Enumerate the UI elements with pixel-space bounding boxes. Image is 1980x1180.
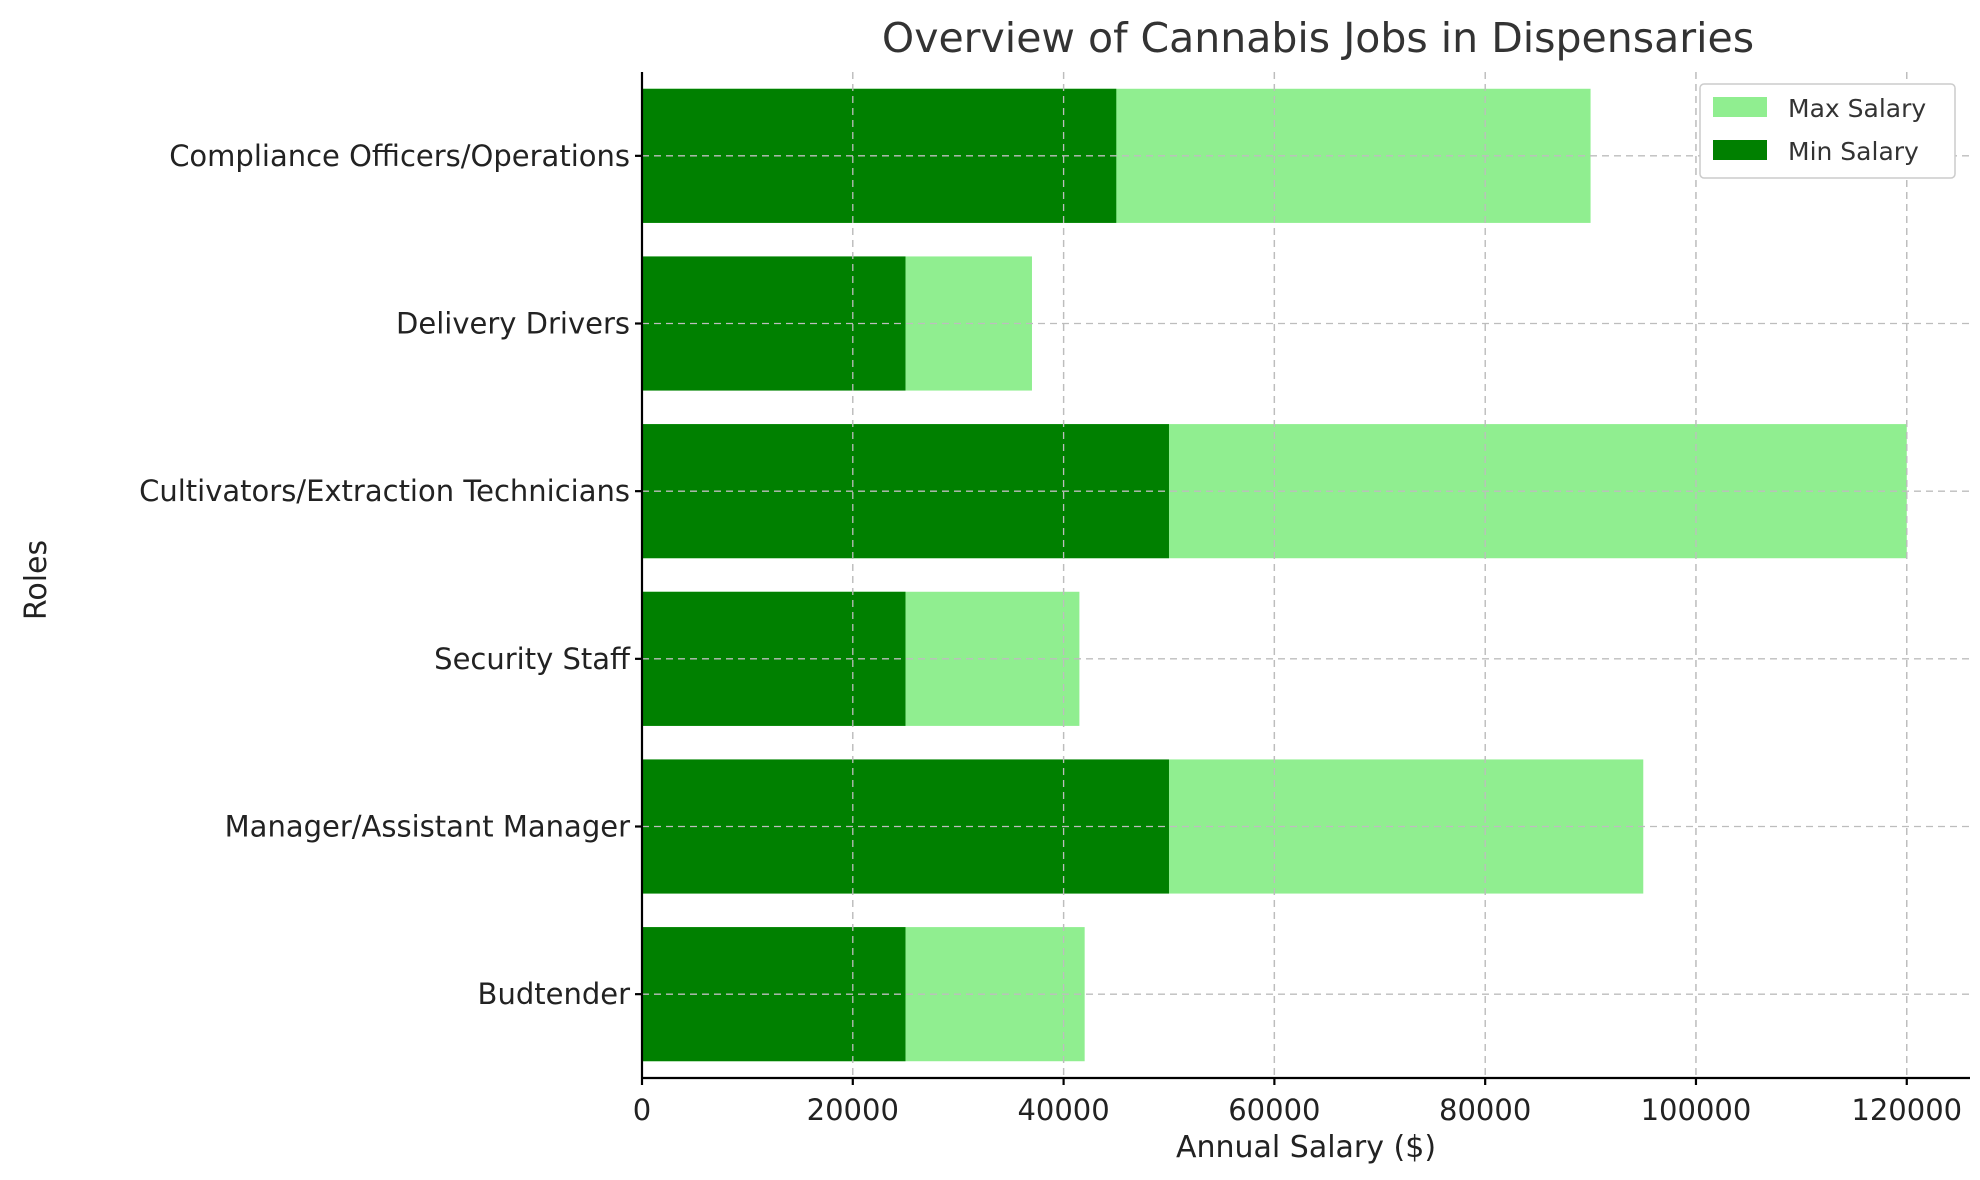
x-tick-label: 80000 [1439, 1093, 1531, 1127]
x-tick-label: 40000 [1017, 1093, 1109, 1127]
y-tick-label: Delivery Drivers [396, 307, 630, 341]
x-tick-label: 0 [633, 1093, 651, 1127]
y-tick-label: Manager/Assistant Manager [225, 810, 630, 844]
legend-label-max: Max Salary [1788, 94, 1926, 123]
x-tick-label: 120000 [1851, 1093, 1962, 1127]
y-tick-label: Cultivators/Extraction Technicians [139, 474, 630, 508]
y-tick-label: Security Staff [434, 642, 631, 676]
legend-swatch-max [1713, 97, 1767, 117]
x-tick-label: 100000 [1641, 1093, 1752, 1127]
y-axis-label: Roles [19, 540, 54, 620]
legend-swatch-min [1713, 140, 1767, 160]
y-tick-label: Compliance Officers/Operations [169, 139, 630, 173]
axes [635, 72, 1970, 1085]
bar-min-5 [642, 88, 1117, 223]
x-axis-label: Annual Salary ($) [1176, 1130, 1436, 1165]
chart-title: Overview of Cannabis Jobs in Dispensarie… [882, 14, 1754, 62]
x-tick-label: 60000 [1228, 1093, 1320, 1127]
x-tick-label: 20000 [807, 1093, 899, 1127]
y-tick-label: Budtender [478, 977, 631, 1011]
legend-label-min: Min Salary [1788, 137, 1919, 166]
legend: Max Salary Min Salary [1699, 83, 1956, 179]
tick-labels: 0 20000 40000 60000 80000 100000 120000 Budtend… [139, 139, 1962, 1127]
